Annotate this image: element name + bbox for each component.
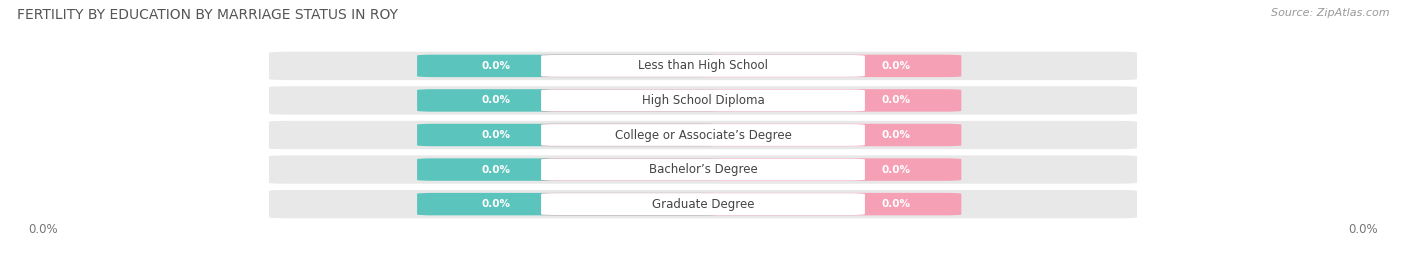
Text: Bachelor’s Degree: Bachelor’s Degree [648,163,758,176]
Text: 0.0%: 0.0% [482,164,510,175]
Text: 0.0%: 0.0% [882,164,911,175]
Text: Source: ZipAtlas.com: Source: ZipAtlas.com [1271,8,1389,18]
FancyBboxPatch shape [541,90,865,111]
Text: Less than High School: Less than High School [638,59,768,72]
FancyBboxPatch shape [541,124,962,146]
FancyBboxPatch shape [541,89,962,112]
FancyBboxPatch shape [541,158,962,181]
FancyBboxPatch shape [541,55,865,77]
FancyBboxPatch shape [269,121,1137,149]
Text: 0.0%: 0.0% [882,199,911,209]
FancyBboxPatch shape [541,193,962,215]
Text: High School Diploma: High School Diploma [641,94,765,107]
FancyBboxPatch shape [541,124,865,146]
FancyBboxPatch shape [541,55,962,77]
Text: 0.0%: 0.0% [482,130,510,140]
FancyBboxPatch shape [418,193,720,215]
Text: 0.0%: 0.0% [482,95,510,106]
FancyBboxPatch shape [418,55,720,77]
FancyBboxPatch shape [269,190,1137,218]
FancyBboxPatch shape [541,159,865,180]
FancyBboxPatch shape [418,124,720,146]
Text: 0.0%: 0.0% [882,61,911,71]
FancyBboxPatch shape [269,156,1137,184]
Text: Graduate Degree: Graduate Degree [652,198,754,211]
FancyBboxPatch shape [269,52,1137,80]
Text: College or Associate’s Degree: College or Associate’s Degree [614,129,792,141]
Text: 0.0%: 0.0% [882,130,911,140]
Text: 0.0%: 0.0% [482,199,510,209]
Text: 0.0%: 0.0% [482,61,510,71]
FancyBboxPatch shape [541,193,865,215]
Text: FERTILITY BY EDUCATION BY MARRIAGE STATUS IN ROY: FERTILITY BY EDUCATION BY MARRIAGE STATU… [17,8,398,22]
Text: 0.0%: 0.0% [28,223,58,236]
FancyBboxPatch shape [418,158,720,181]
FancyBboxPatch shape [269,86,1137,114]
Text: 0.0%: 0.0% [1348,223,1378,236]
FancyBboxPatch shape [418,89,720,112]
Text: 0.0%: 0.0% [882,95,911,106]
